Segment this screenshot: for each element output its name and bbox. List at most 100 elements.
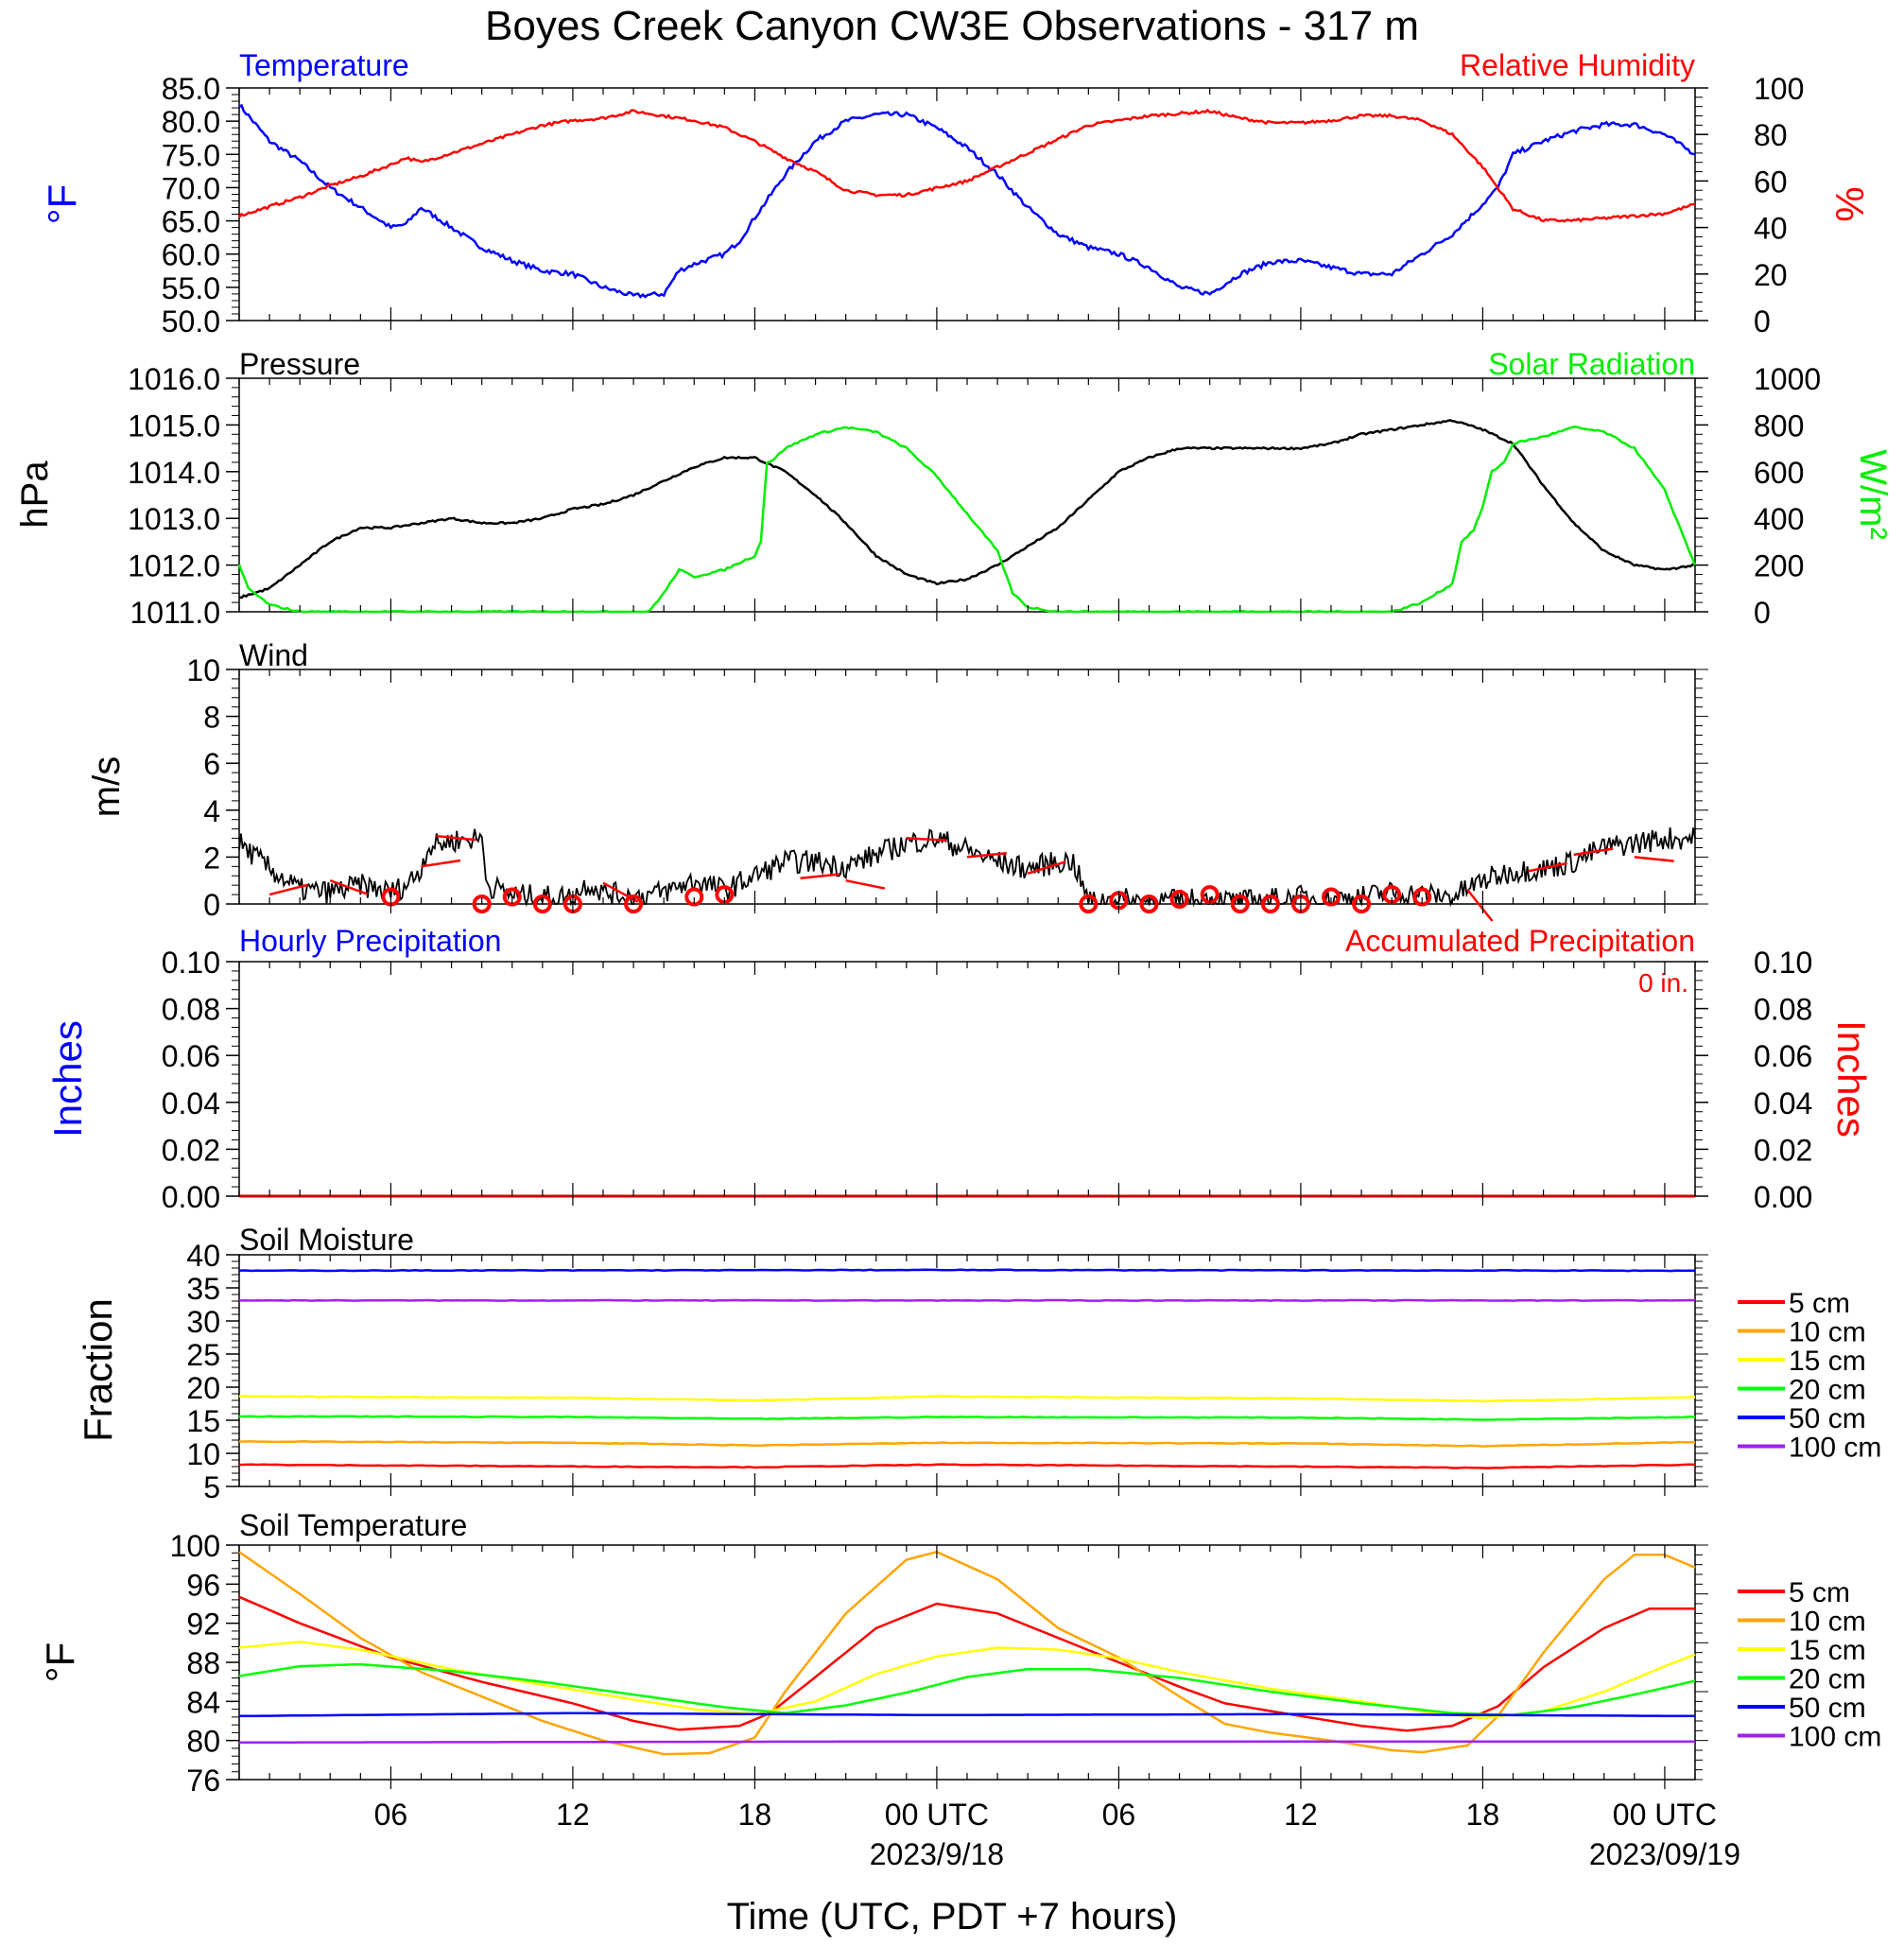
pressure-unit: hPa bbox=[14, 460, 56, 529]
humidity-series-line bbox=[238, 108, 1696, 223]
legend-label: 50 cm bbox=[1789, 1693, 1866, 1724]
temp-rh-panel: Temperature Relative Humidity 85.080.075… bbox=[40, 48, 1872, 339]
soil-moisture-unit: Fraction bbox=[76, 1298, 120, 1442]
wind-barb bbox=[1027, 860, 1066, 875]
x-axis-tick-labels: 06 12 18 00 UTC 06 12 18 00 UTC bbox=[374, 1798, 1717, 1832]
y-tick-label: 1013.0 bbox=[128, 502, 220, 536]
soil-moisture-line bbox=[238, 1415, 1696, 1421]
calm-wind-marker bbox=[1230, 895, 1250, 913]
humidity-axis-ticks: 100 80 60 40 20 0 bbox=[1695, 72, 1804, 339]
precip-right-axis-ticks: 0.10 0.08 0.06 0.04 0.02 0.00 bbox=[1695, 946, 1812, 1214]
y-tick-label: 96 bbox=[186, 1568, 220, 1602]
x-tick-label: 06 bbox=[374, 1798, 408, 1832]
solar-unit: W/m² bbox=[1852, 449, 1894, 540]
calm-wind-marker bbox=[1352, 895, 1372, 913]
temperature-unit: °F bbox=[40, 184, 84, 224]
y-tick-label: 100 bbox=[1754, 72, 1804, 106]
soil-moisture-line bbox=[238, 1298, 1696, 1302]
accum-precip-title: Accumulated Precipitation bbox=[1345, 924, 1695, 958]
y-tick-label: 10 bbox=[186, 1437, 220, 1471]
legend-label: 20 cm bbox=[1789, 1664, 1866, 1695]
wind-title: Wind bbox=[239, 638, 308, 672]
y-tick-label: 76 bbox=[186, 1764, 220, 1798]
y-tick-label: 0.04 bbox=[1754, 1086, 1812, 1121]
y-tick-label: 35 bbox=[186, 1272, 220, 1306]
soil-moisture-series bbox=[238, 1268, 1696, 1469]
temperature-title: Temperature bbox=[239, 48, 409, 82]
soil-moisture-line bbox=[239, 1440, 1696, 1448]
y-tick-label: 30 bbox=[186, 1305, 220, 1339]
y-tick-label: 600 bbox=[1754, 456, 1804, 490]
y-tick-label: 0.00 bbox=[1754, 1180, 1812, 1214]
wind-barb bbox=[845, 878, 886, 890]
legend-label: 10 cm bbox=[1789, 1317, 1866, 1348]
calm-wind-marker bbox=[1139, 895, 1159, 913]
y-tick-label: 65.0 bbox=[162, 205, 220, 239]
precip-left-unit: Inches bbox=[45, 1020, 90, 1138]
x-tick-label: 12 bbox=[556, 1798, 590, 1832]
wind-barb bbox=[906, 837, 946, 842]
y-tick-label: 20 bbox=[1754, 258, 1788, 292]
y-tick-label: 55.0 bbox=[162, 271, 220, 305]
precip-frame bbox=[238, 961, 1696, 1197]
soil-temp-line bbox=[238, 1550, 1696, 1756]
solar-title: Solar Radiation bbox=[1488, 347, 1695, 381]
y-tick-label: 88 bbox=[186, 1646, 220, 1680]
y-tick-label: 0.06 bbox=[162, 1039, 220, 1073]
y-tick-label: 4 bbox=[203, 794, 220, 828]
x-tick-label: 06 bbox=[1102, 1798, 1136, 1832]
x-tick-label: 18 bbox=[1466, 1798, 1500, 1832]
x-tick-label: 18 bbox=[738, 1798, 772, 1832]
y-tick-label: 6 bbox=[203, 747, 220, 781]
legend-label: 100 cm bbox=[1789, 1433, 1881, 1464]
y-tick-label: 80.0 bbox=[162, 105, 220, 139]
x-axis-date-labels: 2023/9/18 2023/09/19 bbox=[870, 1837, 1740, 1871]
y-tick-label: 1015.0 bbox=[128, 408, 220, 443]
calm-wind-marker bbox=[1260, 895, 1280, 913]
wind-barb bbox=[966, 851, 1007, 859]
y-tick-label: 8 bbox=[203, 701, 220, 735]
pressure-solar-frame bbox=[238, 377, 1696, 613]
soil-temp-line bbox=[238, 1641, 1696, 1720]
wind-barb bbox=[268, 883, 309, 896]
temperature-axis-ticks: 85.080.075.070.065.060.055.050.0 bbox=[162, 72, 239, 339]
soil-moisture-title: Soil Moisture bbox=[239, 1223, 414, 1257]
y-tick-label: 40 bbox=[1754, 212, 1788, 246]
legend-label: 10 cm bbox=[1789, 1607, 1866, 1638]
y-tick-label: 400 bbox=[1754, 502, 1804, 536]
precip-left-axis-ticks: 0.10 0.08 0.06 0.04 0.02 0.00 bbox=[162, 946, 239, 1214]
humidity-title: Relative Humidity bbox=[1460, 48, 1695, 82]
soil-temp-title: Soil Temperature bbox=[239, 1508, 467, 1542]
y-tick-label: 60 bbox=[1754, 165, 1788, 199]
soil-temp-frame bbox=[238, 1544, 1696, 1781]
calm-wind-marker bbox=[532, 895, 552, 913]
calm-wind-marker bbox=[472, 895, 492, 913]
wind-barb bbox=[329, 879, 369, 895]
pressure-series-line bbox=[238, 419, 1696, 599]
legend-label: 100 cm bbox=[1789, 1722, 1881, 1753]
calm-wind-marker bbox=[1412, 887, 1432, 907]
calm-wind-marker bbox=[624, 895, 644, 913]
legend-label: 15 cm bbox=[1789, 1346, 1866, 1377]
y-tick-label: 1012.0 bbox=[128, 549, 220, 583]
y-tick-label: 2 bbox=[203, 841, 220, 875]
x-axis-label: Time (UTC, PDT +7 hours) bbox=[727, 1896, 1178, 1937]
y-tick-label: 100 bbox=[170, 1529, 220, 1563]
x-date-label: 2023/9/18 bbox=[870, 1837, 1004, 1871]
y-tick-label: 1011.0 bbox=[130, 596, 221, 630]
soil-moisture-frame bbox=[238, 1254, 1696, 1487]
legend-label: 5 cm bbox=[1789, 1577, 1850, 1608]
wind-barb bbox=[602, 881, 639, 903]
y-tick-label: 0.04 bbox=[162, 1086, 220, 1121]
y-tick-label: 0 bbox=[1754, 596, 1771, 630]
soil-moisture-line bbox=[238, 1395, 1696, 1403]
chart-title: Boyes Creek Canyon CW3E Observations - 3… bbox=[485, 3, 1419, 49]
x-tick-label: 00 UTC bbox=[1613, 1798, 1717, 1832]
y-tick-label: 10 bbox=[186, 653, 220, 687]
y-tick-label: 0.02 bbox=[162, 1133, 220, 1167]
y-tick-label: 80 bbox=[1754, 118, 1788, 152]
accum-precip-value: 0 in. bbox=[1638, 968, 1688, 998]
